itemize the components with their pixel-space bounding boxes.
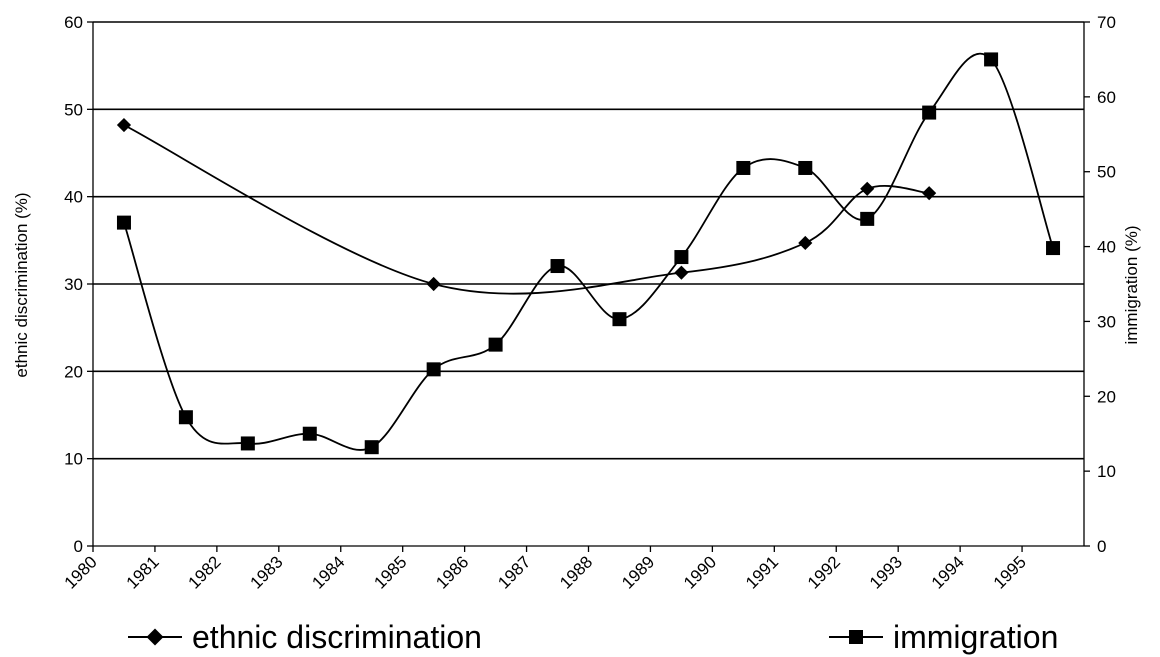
series-immigration xyxy=(116,52,1061,455)
y-tick-label-left: 0 xyxy=(74,537,83,556)
data-point-immigration xyxy=(860,211,875,226)
y-tick-label-left: 40 xyxy=(64,188,83,207)
legend-label-ethnic-discrimination: ethnic discrimination xyxy=(192,619,482,655)
data-point-immigration xyxy=(426,362,441,377)
data-point-immigration xyxy=(550,259,565,274)
y-tick-label-right: 30 xyxy=(1097,312,1116,331)
series-layer xyxy=(116,52,1061,455)
y-axis-title-right: immigration (%) xyxy=(1122,225,1141,344)
data-point-immigration xyxy=(302,426,317,441)
legend-entry-ethnic-discrimination: ethnic discrimination xyxy=(128,619,482,655)
y-tick-label-right: 0 xyxy=(1097,537,1106,556)
data-point-ethnic-discrimination xyxy=(860,181,875,196)
y-axis-title-left: ethnic discrimination (%) xyxy=(12,192,31,377)
data-point-immigration xyxy=(240,436,255,451)
y-tick-label-right: 50 xyxy=(1097,163,1116,182)
y-tick-label-right: 20 xyxy=(1097,387,1116,406)
y-tick-label-left: 20 xyxy=(64,362,83,381)
data-point-ethnic-discrimination xyxy=(674,265,689,280)
data-point-immigration xyxy=(922,105,937,120)
y-tick-label-left: 50 xyxy=(64,100,83,119)
data-point-immigration xyxy=(488,337,503,352)
y-tick-label-right: 70 xyxy=(1097,13,1116,32)
legend-label-immigration: immigration xyxy=(893,619,1058,655)
data-point-ethnic-discrimination xyxy=(798,235,813,251)
legend: ethnic discrimination immigration xyxy=(128,619,1058,655)
data-point-immigration xyxy=(1046,241,1061,256)
series-ethnic-discrimination xyxy=(116,117,937,295)
diamond-marker-icon xyxy=(146,628,164,646)
square-marker-icon xyxy=(849,630,863,644)
data-point-ethnic-discrimination xyxy=(922,186,937,201)
data-point-ethnic-discrimination xyxy=(426,276,441,292)
data-point-immigration xyxy=(674,250,689,265)
y-tick-label-left: 60 xyxy=(64,13,83,32)
data-point-immigration xyxy=(798,160,813,175)
data-point-immigration xyxy=(364,440,379,455)
data-point-immigration xyxy=(984,52,999,67)
y-tick-label-right: 60 xyxy=(1097,88,1116,107)
legend-entry-immigration: immigration xyxy=(829,619,1058,655)
data-point-immigration xyxy=(612,312,627,327)
data-point-immigration xyxy=(116,215,131,230)
y-tick-label-left: 30 xyxy=(64,275,83,294)
data-point-immigration xyxy=(178,410,193,425)
y-tick-label-left: 10 xyxy=(64,450,83,469)
y-tick-label-right: 40 xyxy=(1097,238,1116,257)
gridlines xyxy=(93,21,1084,460)
y-tick-label-right: 10 xyxy=(1097,462,1116,481)
data-point-immigration xyxy=(736,160,751,175)
series-line-immigration xyxy=(123,52,1054,451)
